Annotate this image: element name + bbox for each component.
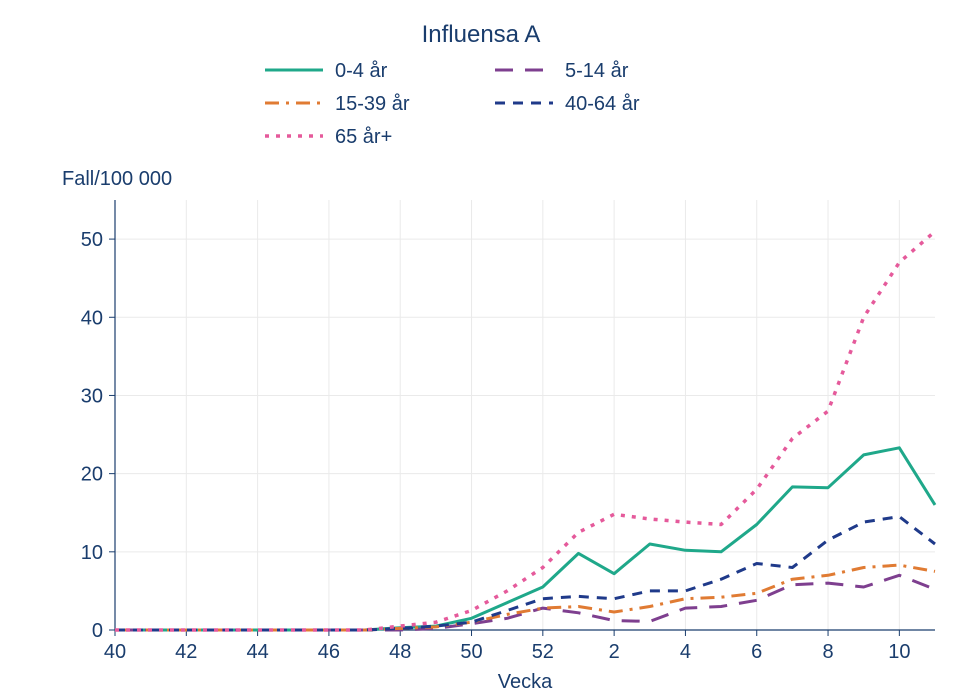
x-tick-label: 42 bbox=[175, 641, 197, 663]
y-axis-title: Fall/100 000 bbox=[62, 168, 172, 190]
x-tick-label: 6 bbox=[751, 641, 762, 663]
influensa-a-line-chart: Influensa A 0-4 år 5-14 år 15-39 år 40-64 år… bbox=[0, 0, 962, 699]
x-tick-label: 48 bbox=[389, 641, 411, 663]
legend-label: 15-39 år bbox=[335, 93, 410, 115]
x-tick-label: 4 bbox=[680, 641, 691, 663]
y-tick-label: 10 bbox=[81, 542, 103, 564]
chart-container: Influensa A 0-4 år 5-14 år 15-39 år 40-64 år… bbox=[0, 0, 962, 699]
legend-label: 65 år+ bbox=[335, 126, 392, 148]
y-tick-label: 0 bbox=[92, 620, 103, 642]
legend-label: 40-64 år bbox=[565, 93, 640, 115]
legend-label: 5-14 år bbox=[565, 60, 629, 82]
x-tick-label: 10 bbox=[888, 641, 910, 663]
x-tick-label: 46 bbox=[318, 641, 340, 663]
x-tick-label: 8 bbox=[822, 641, 833, 663]
chart-title: Influensa A bbox=[422, 21, 541, 48]
x-tick-label: 50 bbox=[460, 641, 482, 663]
x-axis-title: Vecka bbox=[498, 671, 553, 693]
x-tick-label: 2 bbox=[609, 641, 620, 663]
y-tick-label: 30 bbox=[81, 385, 103, 407]
x-tick-label: 40 bbox=[104, 641, 126, 663]
y-tick-label: 20 bbox=[81, 464, 103, 486]
legend-label: 0-4 år bbox=[335, 60, 388, 82]
chart-background bbox=[0, 0, 962, 699]
x-tick-label: 52 bbox=[532, 641, 554, 663]
y-tick-label: 50 bbox=[81, 229, 103, 251]
x-tick-label: 44 bbox=[246, 641, 268, 663]
y-tick-label: 40 bbox=[81, 307, 103, 329]
